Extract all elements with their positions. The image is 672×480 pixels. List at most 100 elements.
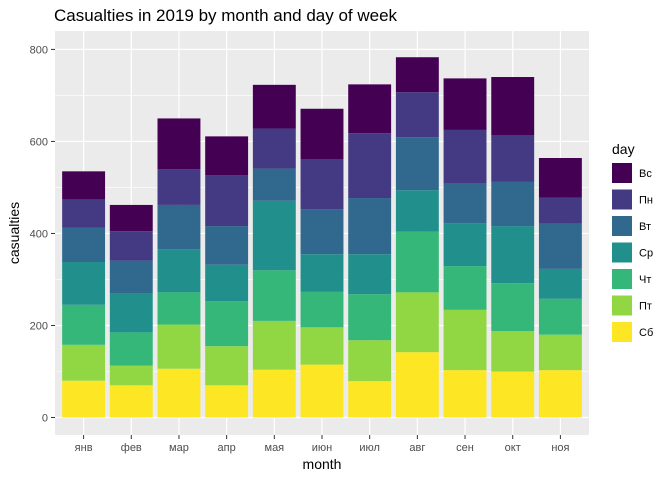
legend-label: Вс: [639, 168, 652, 180]
bar-segment: [62, 227, 106, 262]
bar-segment: [109, 365, 153, 386]
y-tick-label: 800: [30, 44, 48, 56]
y-tick-label: 400: [30, 228, 48, 240]
legend-label: Чт: [639, 274, 651, 286]
bar-segment: [109, 231, 153, 261]
legend-label: Пн: [639, 195, 653, 207]
bar-segment: [205, 385, 249, 418]
x-tick-label: ноя: [551, 442, 569, 454]
bar-segment: [157, 118, 201, 170]
bar-segment: [348, 381, 392, 418]
legend-label: Пт: [639, 301, 652, 313]
y-axis-title: casualties: [6, 202, 22, 264]
bar-segment: [157, 204, 201, 250]
bar-segment: [395, 352, 439, 418]
x-tick-label: апр: [218, 442, 236, 454]
legend-key: [612, 216, 632, 236]
bar-segment: [62, 344, 106, 381]
legend-key: [612, 189, 632, 210]
bar-segment: [395, 57, 439, 93]
legend-key: [612, 269, 632, 289]
bars-layer: [62, 57, 582, 418]
bar-segment: [252, 168, 296, 201]
bar-segment: [157, 368, 201, 418]
legend-key: [612, 242, 632, 263]
bar-segment: [395, 292, 439, 353]
y-tick-label: 600: [30, 136, 48, 148]
x-tick-label: янв: [75, 442, 93, 454]
bar-segment: [395, 190, 439, 232]
bar-segment: [157, 324, 201, 369]
legend-title: day: [612, 141, 635, 157]
bar-segment: [62, 199, 106, 228]
bar-segment: [443, 266, 487, 310]
bar-segment: [300, 327, 344, 365]
bar-segment: [109, 293, 153, 333]
bar-segment: [252, 320, 296, 370]
bar-segment: [205, 175, 249, 227]
bar-segment: [443, 129, 487, 184]
x-tick-label: мар: [169, 442, 189, 454]
bar-segment: [443, 223, 487, 267]
bar-segment: [395, 92, 439, 138]
bar-segment: [443, 309, 487, 371]
x-tick-label: июл: [359, 442, 380, 454]
bar-segment: [252, 84, 296, 129]
y-tick-label: 0: [42, 413, 48, 425]
bar-segment: [443, 370, 487, 418]
y-tick-label: 200: [30, 320, 48, 332]
bar-segment: [348, 133, 392, 199]
bar-segment: [252, 270, 296, 321]
x-tick-label: окт: [505, 442, 521, 454]
bar-segment: [348, 340, 392, 382]
bar-segment: [395, 231, 439, 293]
bar-segment: [538, 223, 582, 269]
bar-segment: [157, 292, 201, 325]
bar-segment: [491, 371, 535, 418]
legend-key: [612, 163, 632, 183]
bar-segment: [491, 331, 535, 372]
bar-segment: [348, 294, 392, 341]
bar-segment: [538, 370, 582, 418]
bar-segment: [205, 136, 249, 176]
bar-segment: [205, 264, 249, 302]
bar-segment: [300, 159, 344, 210]
bar-segment: [205, 346, 249, 386]
bar-segment: [538, 197, 582, 224]
bar-segment: [443, 78, 487, 130]
x-tick-label: июн: [312, 442, 332, 454]
bar-segment: [300, 291, 344, 328]
x-axis-title: month: [303, 456, 342, 472]
bar-segment: [157, 169, 201, 205]
legend-label: Вт: [639, 221, 651, 233]
y-axis: 0 200 400 600 800: [30, 44, 55, 425]
bar-segment: [205, 226, 249, 265]
bar-segment: [491, 134, 535, 182]
bar-segment: [62, 380, 106, 418]
x-tick-label: фев: [121, 442, 142, 454]
bar-segment: [538, 157, 582, 198]
legend-key: [612, 295, 632, 316]
bar-segment: [491, 283, 535, 332]
x-tick-label: сен: [456, 442, 474, 454]
bar-segment: [348, 84, 392, 134]
bar-segment: [109, 204, 153, 232]
legend-label: Сб: [639, 327, 653, 339]
bar-segment: [157, 249, 201, 293]
bar-segment: [109, 260, 153, 294]
x-tick-label: авг: [409, 442, 425, 454]
x-axis: янв фев мар апр мая июн июл авг сен окт ноя: [75, 435, 570, 454]
bar-segment: [252, 369, 296, 418]
bar-segment: [62, 261, 106, 305]
bar-segment: [491, 181, 535, 227]
legend-key: [612, 322, 632, 342]
chart-title: Casualties in 2019 by month and day of w…: [54, 6, 398, 25]
bar-segment: [300, 108, 344, 160]
legend-label: Ср: [639, 248, 653, 260]
bar-segment: [491, 77, 535, 135]
bar-segment: [395, 137, 439, 191]
bar-segment: [348, 198, 392, 255]
bar-segment: [300, 364, 344, 418]
legend: day Вс Пн Вт Ср Чт Пт Сб: [612, 141, 653, 342]
